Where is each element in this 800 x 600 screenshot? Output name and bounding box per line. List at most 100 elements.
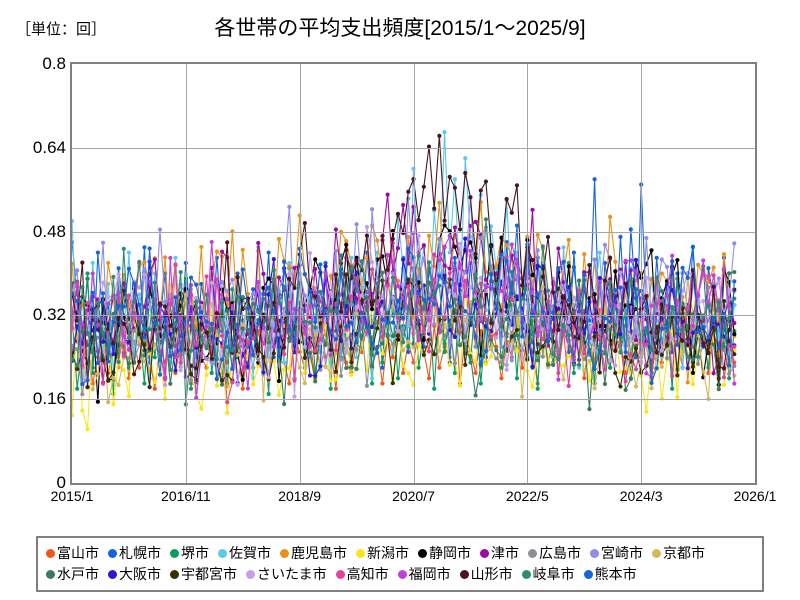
series-marker <box>685 354 690 359</box>
series-marker <box>592 386 597 391</box>
series-marker <box>437 237 442 242</box>
legend-item-堺市[interactable]: 堺市 <box>170 546 209 561</box>
series-marker <box>499 376 504 381</box>
series-marker <box>618 370 623 375</box>
legend-marker-icon <box>356 549 365 558</box>
series-marker <box>685 305 690 311</box>
legend-item-広島市[interactable]: 広島市 <box>528 546 581 561</box>
series-marker <box>442 223 447 228</box>
series-marker <box>426 233 432 238</box>
series-marker <box>654 255 659 260</box>
series-marker <box>406 371 411 376</box>
x-axis-tick-label: 2026/1 <box>733 488 777 504</box>
legend-item-label: 堺市 <box>181 545 209 561</box>
series-lines <box>72 129 737 432</box>
legend-item-山形市[interactable]: 山形市 <box>459 567 513 582</box>
legend-item-札幌市[interactable]: 札幌市 <box>108 546 161 561</box>
legend-item-福岡市[interactable]: 福岡市 <box>397 567 451 582</box>
legend-item-鹿児島市[interactable]: 鹿児島市 <box>280 546 347 561</box>
series-marker <box>245 340 251 345</box>
series-marker <box>214 277 219 282</box>
legend-marker-icon <box>46 570 55 579</box>
series-marker <box>545 362 551 367</box>
series-marker <box>209 356 214 361</box>
legend-item-津市[interactable]: 津市 <box>480 546 519 561</box>
series-marker <box>90 260 95 266</box>
legend-item-熊本市[interactable]: 熊本市 <box>583 567 637 582</box>
series-marker <box>608 319 613 324</box>
series-marker <box>72 309 75 314</box>
series-marker <box>214 383 219 388</box>
legend-item-富山市[interactable]: 富山市 <box>46 546 99 561</box>
series-marker <box>204 372 209 377</box>
series-marker <box>447 362 452 368</box>
series-marker <box>152 386 157 391</box>
series-marker <box>370 307 375 312</box>
series-marker <box>426 349 432 354</box>
series-marker <box>716 280 721 285</box>
series-marker <box>457 227 463 232</box>
legend-item-大阪市[interactable]: 大阪市 <box>108 567 161 582</box>
legend-item-label: 鹿児島市 <box>291 545 347 561</box>
series-marker <box>623 387 628 393</box>
legend-item-新潟市[interactable]: 新潟市 <box>356 546 409 561</box>
series-marker <box>452 244 457 249</box>
series-marker <box>188 275 194 280</box>
series-marker <box>85 271 90 276</box>
legend-marker-icon <box>418 549 427 558</box>
legend-item-label: 岐阜市 <box>532 566 575 582</box>
series-marker <box>432 352 437 357</box>
series-marker <box>732 279 737 284</box>
series-marker <box>395 298 401 303</box>
series-marker <box>323 342 328 347</box>
series-marker <box>359 334 364 339</box>
legend-marker-icon <box>108 570 117 579</box>
legend-item-宇都宮市[interactable]: 宇都宮市 <box>170 567 237 582</box>
legend-marker-icon <box>170 570 179 579</box>
series-marker <box>721 298 727 304</box>
series-marker <box>571 320 576 325</box>
series-marker <box>695 262 701 267</box>
series-marker <box>100 316 106 322</box>
series-marker <box>473 334 478 339</box>
series-marker <box>690 382 696 387</box>
series-marker <box>95 250 100 255</box>
series-marker <box>225 308 230 313</box>
series-marker <box>75 386 80 391</box>
legend-item-高知市[interactable]: 高知市 <box>335 567 389 582</box>
series-marker <box>137 259 142 264</box>
legend-item-水戸市[interactable]: 水戸市 <box>46 567 99 582</box>
series-marker <box>695 361 701 366</box>
series-marker <box>313 290 318 295</box>
series-marker <box>266 346 271 351</box>
series-marker <box>664 356 670 361</box>
series-marker <box>385 192 390 197</box>
legend-item-さいたま市[interactable]: さいたま市 <box>246 567 327 582</box>
series-marker <box>561 284 566 289</box>
legend-row: 水戸市 大阪市 宇都宮市 さいたま市 高知市 福岡市 山形市 岐阜市 熊本市 <box>46 564 756 585</box>
series-marker <box>659 364 664 369</box>
series-marker <box>463 334 468 339</box>
series-marker <box>664 329 670 334</box>
legend: 富山市 札幌市 堺市 佐賀市 鹿児島市 新潟市 静岡市 津市 広島市 宮崎市 京都市水戸市 大阪市 宇都… <box>36 536 764 592</box>
series-marker <box>287 381 292 386</box>
legend-item-京都市[interactable]: 京都市 <box>652 546 705 561</box>
legend-item-宮崎市[interactable]: 宮崎市 <box>590 546 643 561</box>
series-marker <box>535 358 540 363</box>
series-marker <box>235 271 240 276</box>
series-marker <box>219 249 225 254</box>
legend-item-静岡市[interactable]: 静岡市 <box>418 546 471 561</box>
series-marker <box>473 370 478 376</box>
legend-item-佐賀市[interactable]: 佐賀市 <box>218 546 271 561</box>
series-marker <box>302 272 307 277</box>
series-marker <box>494 306 499 312</box>
series-marker <box>163 318 168 323</box>
legend-item-岐阜市[interactable]: 岐阜市 <box>521 566 575 582</box>
series-marker <box>504 196 509 202</box>
series-marker <box>302 355 307 360</box>
series-marker <box>530 332 535 337</box>
series-marker <box>333 227 338 232</box>
series-marker <box>240 247 245 252</box>
series-marker <box>670 253 675 258</box>
series-marker <box>618 267 623 272</box>
